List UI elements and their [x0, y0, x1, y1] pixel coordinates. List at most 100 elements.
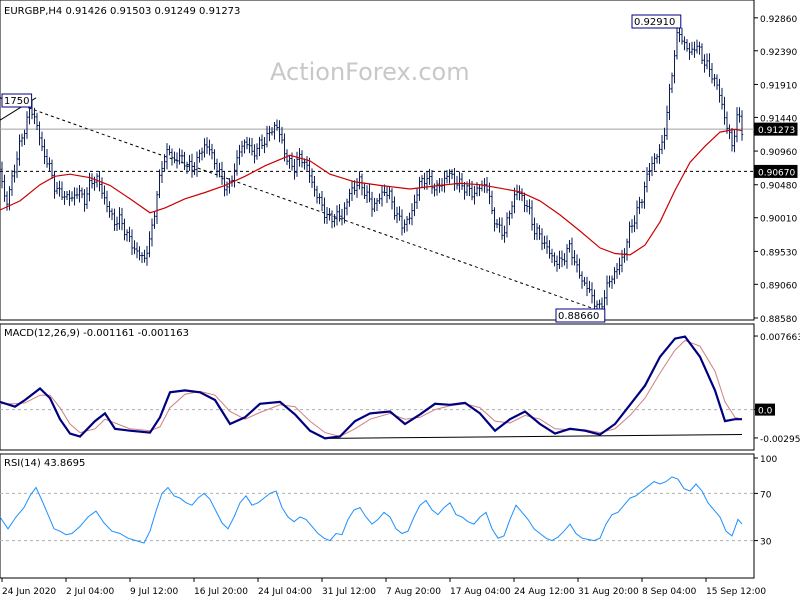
- ohlc-bar: [273, 121, 276, 140]
- high-label: 0.92910: [631, 14, 682, 29]
- last-price-tag-bg: [754, 122, 798, 136]
- ohlc-bar: [280, 126, 284, 144]
- macd-tick-label: 0.007663: [760, 333, 800, 343]
- ohlc-bar: [650, 156, 654, 177]
- ohlc-bar: [695, 39, 699, 54]
- ohlc-bar: [395, 206, 399, 224]
- ohlc-bar: [608, 275, 611, 288]
- ohlc-bar: [660, 135, 664, 155]
- ohlc-bar: [258, 136, 261, 157]
- ohlc-bar: [250, 137, 254, 156]
- macd-zero-tag-bg: [755, 403, 775, 416]
- ohlc-bar: [733, 129, 736, 153]
- ohlc-bar: [405, 215, 409, 232]
- ohlc-bar: [705, 53, 709, 70]
- ohlc-bar: [75, 187, 79, 199]
- ohlc-bar: [303, 158, 306, 170]
- ohlc-bar: [148, 231, 151, 258]
- ohlc-bar: [338, 204, 341, 222]
- ohlc-bar: [548, 240, 551, 259]
- ohlc-bar: [553, 252, 556, 267]
- ohlc-bar: [3, 174, 6, 202]
- ohlc-bar: [693, 41, 696, 58]
- ohlc-bar: [150, 218, 154, 247]
- ohlc-bar: [668, 83, 671, 121]
- x-tick-label: 24 Jul 04:00: [258, 587, 312, 597]
- ohlc-bar: [68, 190, 71, 206]
- ohlc-bar: [220, 161, 224, 185]
- ohlc-bar: [738, 107, 741, 123]
- ohlc-bar: [603, 290, 606, 312]
- ohlc-bar: [223, 171, 226, 197]
- ohlc-bar: [520, 188, 524, 202]
- ohlc-bar: [203, 138, 206, 158]
- ohlc-bar: [458, 171, 461, 193]
- ohlc-bar: [685, 39, 689, 52]
- ohlc-bar: [410, 203, 414, 226]
- ohlc-bar: [688, 42, 691, 60]
- ohlc-bar: [690, 41, 694, 56]
- ohlc-bar: [235, 150, 239, 176]
- rsi-tick-label: 100: [760, 455, 777, 465]
- left-label-box: [1, 93, 33, 108]
- ohlc-bar: [163, 154, 166, 172]
- ohlc-bar: [320, 191, 324, 212]
- ohlc-bar: [675, 25, 679, 60]
- ohlc-bar: [33, 107, 36, 125]
- ohlc-bar: [610, 275, 614, 289]
- ohlc-bar: [60, 181, 64, 201]
- ohlc-bar: [680, 27, 684, 45]
- ohlc-bar: [630, 219, 634, 233]
- ohlc-bar: [588, 280, 591, 293]
- low-label-text: 0.88660: [558, 311, 599, 322]
- ohlc-bar: [323, 197, 326, 224]
- ohlc-bar: [0, 161, 4, 189]
- ohlc-bar: [420, 175, 424, 189]
- ohlc-bar: [518, 185, 521, 201]
- macd-tick-label: -0.002952: [760, 435, 800, 445]
- x-tick-label: 24 Aug 12:00: [514, 587, 575, 597]
- ohlc-bar: [333, 214, 336, 228]
- ohlc-bar: [478, 184, 481, 197]
- ohlc-bar: [545, 235, 549, 254]
- ohlc-bar: [123, 218, 126, 241]
- macd-baseline: [329, 434, 743, 439]
- ohlc-bar: [715, 74, 719, 90]
- ohlc-bar: [515, 184, 519, 201]
- ohlc-bar: [718, 78, 721, 103]
- ohlc-bar: [200, 147, 204, 161]
- ohlc-bar: [348, 188, 351, 207]
- ohlc-bar: [540, 228, 544, 251]
- ohlc-bar: [178, 148, 181, 165]
- ohlc-bar: [448, 169, 451, 184]
- ohlc-bar: [63, 190, 66, 205]
- ohlc-bar: [313, 175, 316, 197]
- ohlc-bar: [730, 128, 734, 152]
- ohlc-bar: [318, 193, 321, 205]
- x-tick-label: 31 Jul 12:00: [322, 587, 376, 597]
- last-price-tag: 0.91273: [754, 122, 798, 136]
- x-tick-label: 2 Jul 04:00: [66, 587, 115, 597]
- ohlc-bar: [435, 180, 439, 196]
- ohlc-bar: [175, 152, 179, 169]
- ohlc-bar: [270, 127, 274, 136]
- ohlc-bar: [565, 244, 569, 269]
- rsi-tick-label: 70: [760, 490, 772, 500]
- ohlc-bar: [195, 151, 199, 177]
- ohlc-bar: [710, 62, 714, 84]
- ohlc-bar: [325, 207, 329, 224]
- price-tick-label: 0.89060: [760, 281, 797, 291]
- ohlc-bar: [568, 240, 571, 253]
- ohlc-bar: [18, 134, 21, 166]
- ohlc-bar: [538, 224, 541, 240]
- trend-line: [0, 97, 601, 312]
- ohlc-bar: [720, 87, 724, 110]
- price-tick-label: 0.92390: [760, 48, 797, 58]
- ohlc-bar: [138, 246, 141, 261]
- ohlc-bar: [450, 169, 454, 180]
- ohlc-bar: [555, 255, 559, 272]
- ohlc-bar: [365, 185, 369, 204]
- ohlc-bar: [23, 129, 26, 145]
- ohlc-bar: [673, 50, 676, 84]
- ohlc-bar: [25, 111, 29, 139]
